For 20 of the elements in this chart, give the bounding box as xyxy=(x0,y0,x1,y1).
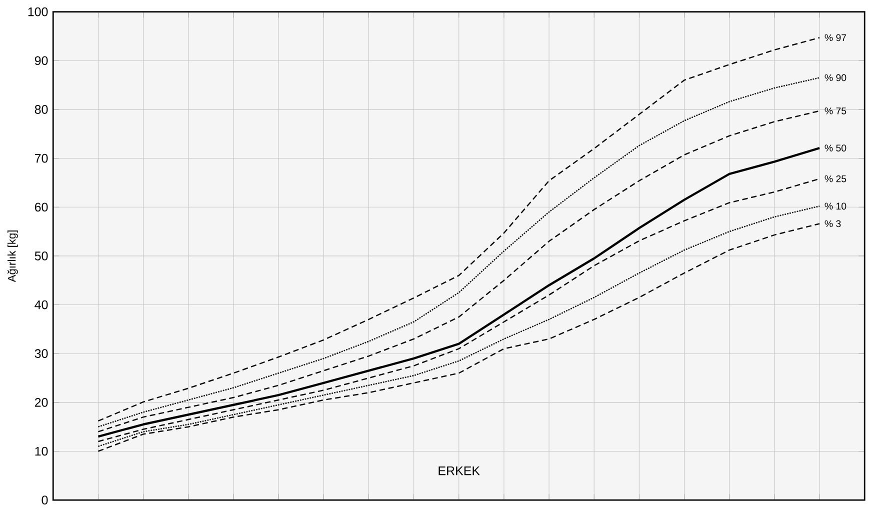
y-tick-label: 70 xyxy=(34,154,48,163)
series-label: % 97 xyxy=(824,34,846,41)
y-tick-label: 20 xyxy=(34,398,48,407)
annotation: ERKEK xyxy=(438,466,480,475)
series-label: % 3 xyxy=(824,220,841,227)
y-tick-label: 90 xyxy=(34,56,48,65)
series-label: % 75 xyxy=(824,107,846,114)
y-tick-label: 100 xyxy=(28,7,48,16)
y-tick-label: 10 xyxy=(35,446,48,456)
y-tick-label: 30 xyxy=(34,348,48,358)
series-label: % 25 xyxy=(824,175,846,182)
y-tick-label: 50 xyxy=(34,251,48,260)
y-axis-title: Ağırlık [kg] xyxy=(7,230,18,282)
y-tick-label: 80 xyxy=(34,104,48,114)
series-label: % 10 xyxy=(824,202,846,210)
series-label: % 50 xyxy=(824,144,846,152)
y-tick-label: 0 xyxy=(42,495,48,504)
series-label: % 90 xyxy=(824,74,846,81)
y-tick-label: 60 xyxy=(34,202,48,212)
y-tick-label: 40 xyxy=(34,300,48,310)
